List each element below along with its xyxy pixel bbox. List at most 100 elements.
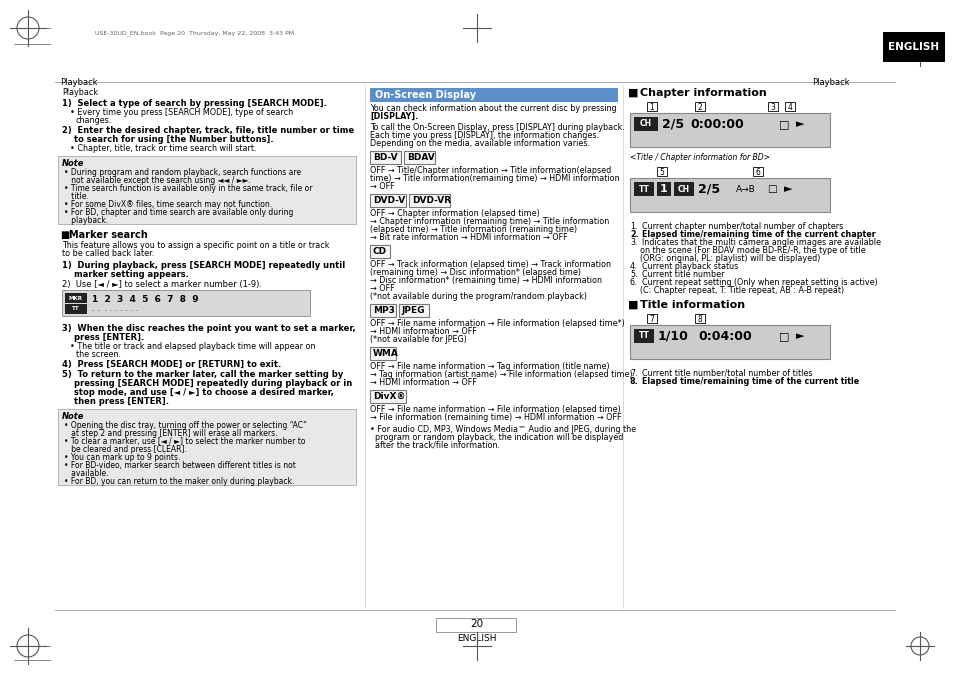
Bar <box>657 182 670 196</box>
Text: CH: CH <box>639 119 652 129</box>
Text: 3)  When the disc reaches the point you want to set a marker,: 3) When the disc reaches the point you w… <box>62 324 355 333</box>
Text: → OFF: → OFF <box>370 182 395 191</box>
Text: (C: Chapter repeat, T: Title repeat, AB : A-B repeat): (C: Chapter repeat, T: Title repeat, AB … <box>629 286 843 295</box>
Text: OFF → Track information (elapsed time) → Track information: OFF → Track information (elapsed time) →… <box>370 260 610 269</box>
Text: ■: ■ <box>627 88 638 98</box>
Text: DVD-V: DVD-V <box>373 196 405 205</box>
Text: 2)  Enter the desired chapter, track, file, title number or time: 2) Enter the desired chapter, track, fil… <box>62 126 354 135</box>
Text: 1  2  3  4  5  6  7  8  9: 1 2 3 4 5 6 7 8 9 <box>91 295 198 304</box>
Text: 5.: 5. <box>629 270 637 279</box>
Text: This feature allows you to assign a specific point on a title or track: This feature allows you to assign a spec… <box>62 241 329 250</box>
Text: playback.: playback. <box>64 216 108 225</box>
Text: ►: ► <box>783 184 791 194</box>
Text: 0:04:00: 0:04:00 <box>698 330 751 342</box>
Text: 8.: 8. <box>629 377 639 386</box>
Text: • Time search function is available only in the same track, file or: • Time search function is available only… <box>64 184 313 193</box>
Text: Playback: Playback <box>811 78 849 87</box>
Text: Current title number: Current title number <box>641 270 723 279</box>
Text: • For BD, you can return to the maker only during playback.: • For BD, you can return to the maker on… <box>64 477 294 486</box>
Text: 6.: 6. <box>629 278 637 287</box>
Bar <box>695 102 704 111</box>
Text: 4.: 4. <box>629 262 637 271</box>
Bar <box>634 182 654 196</box>
Text: (*not available for JPEG): (*not available for JPEG) <box>370 335 466 344</box>
Bar <box>370 88 618 102</box>
Text: 1: 1 <box>659 184 667 194</box>
Bar <box>65 293 87 303</box>
Text: BD-V: BD-V <box>373 153 397 162</box>
Bar <box>695 314 704 323</box>
Text: • For BD-video, marker search between different titles is not: • For BD-video, marker search between di… <box>64 461 295 470</box>
Text: ENGLISH: ENGLISH <box>887 42 939 52</box>
Text: MP3: MP3 <box>373 306 395 315</box>
Text: You can check information about the current disc by pressing: You can check information about the curr… <box>370 104 616 113</box>
Bar <box>752 167 762 176</box>
Text: OFF → File name information → File information (elapsed time*): OFF → File name information → File infor… <box>370 319 624 328</box>
Text: • Every time you press [SEARCH MODE], type of search: • Every time you press [SEARCH MODE], ty… <box>70 108 293 117</box>
Bar <box>370 347 395 360</box>
Text: marker setting appears.: marker setting appears. <box>74 270 189 279</box>
Text: press [ENTER].: press [ENTER]. <box>74 333 144 342</box>
Text: • To clear a marker, use [◄ / ►] to select the marker number to: • To clear a marker, use [◄ / ►] to sele… <box>64 437 305 446</box>
Bar <box>629 113 829 147</box>
Text: changes.: changes. <box>76 116 112 125</box>
Text: On-Screen Display: On-Screen Display <box>375 90 476 100</box>
Text: MKR: MKR <box>69 295 83 301</box>
Text: 6: 6 <box>755 168 760 177</box>
Text: □: □ <box>766 184 776 194</box>
Text: OFF → Chapter information (elapsed time): OFF → Chapter information (elapsed time) <box>370 209 539 218</box>
Text: • For some DivX® files, time search may not function.: • For some DivX® files, time search may … <box>64 200 272 209</box>
Text: 0:00:00: 0:00:00 <box>689 117 743 131</box>
Text: OFF → Title/Chapter information → Title information(elapsed: OFF → Title/Chapter information → Title … <box>370 166 611 175</box>
Text: 20: 20 <box>470 619 483 629</box>
Text: • You can mark up to 9 points.: • You can mark up to 9 points. <box>64 453 180 462</box>
Text: CD: CD <box>373 247 387 256</box>
Text: title.: title. <box>64 192 89 201</box>
Text: ■: ■ <box>627 300 638 310</box>
Text: Current title number/total number of titles: Current title number/total number of tit… <box>641 369 812 378</box>
Text: (remaining time) → Disc information* (elapsed time): (remaining time) → Disc information* (el… <box>370 268 580 277</box>
Text: Each time you press [DISPLAY], the information changes.: Each time you press [DISPLAY], the infor… <box>370 131 598 140</box>
Text: → Chapter information (remaining time) → Title information: → Chapter information (remaining time) →… <box>370 217 609 226</box>
Bar <box>370 245 390 258</box>
Text: • For audio CD, MP3, Windows Media™ Audio and JPEG, during the: • For audio CD, MP3, Windows Media™ Audi… <box>370 425 636 434</box>
Text: Note: Note <box>62 159 84 168</box>
Text: [DISPLAY].: [DISPLAY]. <box>370 112 417 121</box>
Text: ■: ■ <box>60 230 70 240</box>
Text: - -  - - - - - - -: - - - - - - - - - <box>91 306 138 315</box>
Text: CH: CH <box>678 185 689 193</box>
Bar <box>767 102 778 111</box>
Text: 2/5: 2/5 <box>661 117 683 131</box>
Text: 8: 8 <box>697 315 701 324</box>
Text: To call the On-Screen Display, press [DISPLAY] during playback.: To call the On-Screen Display, press [DI… <box>370 123 624 132</box>
Text: • Opening the disc tray, turning off the power or selecting “AC”: • Opening the disc tray, turning off the… <box>64 421 307 430</box>
Text: Current repeat setting (Only when repeat setting is active): Current repeat setting (Only when repeat… <box>641 278 877 287</box>
Text: 3: 3 <box>770 103 775 112</box>
Text: OFF → File name information → Tag information (title name): OFF → File name information → Tag inform… <box>370 362 609 371</box>
Text: → Bit rate information → HDMI information → OFF: → Bit rate information → HDMI informatio… <box>370 233 567 242</box>
Text: the screen.: the screen. <box>76 350 121 359</box>
Text: Elapsed time/remaining time of the current title: Elapsed time/remaining time of the curre… <box>641 377 859 386</box>
Text: Elapsed time/remaining time of the current chapter: Elapsed time/remaining time of the curre… <box>641 230 875 239</box>
Bar <box>882 32 944 62</box>
Bar <box>436 618 516 632</box>
Bar <box>58 156 355 224</box>
Text: time) → Title information(remaining time) → HDMI information: time) → Title information(remaining time… <box>370 174 619 183</box>
Text: JPEG: JPEG <box>401 306 425 315</box>
Bar <box>629 325 829 359</box>
Text: Current playback status: Current playback status <box>641 262 738 271</box>
Text: → Disc information* (remaining time) → HDMI information: → Disc information* (remaining time) → H… <box>370 276 601 285</box>
Text: at step 2 and pressing [ENTER] will erase all markers.: at step 2 and pressing [ENTER] will eras… <box>64 429 277 438</box>
Text: DVD-VR: DVD-VR <box>412 196 451 205</box>
Text: Indicates that the multi camera angle images are available: Indicates that the multi camera angle im… <box>641 238 880 247</box>
Text: BDAV: BDAV <box>406 153 435 162</box>
Text: • During program and random playback, search functions are: • During program and random playback, se… <box>64 168 301 177</box>
Text: be cleared and press [CLEAR].: be cleared and press [CLEAR]. <box>64 445 187 454</box>
Text: Playback: Playback <box>60 78 97 87</box>
Bar <box>646 314 657 323</box>
Text: then press [ENTER].: then press [ENTER]. <box>74 397 169 406</box>
Bar <box>657 167 666 176</box>
Text: 2: 2 <box>697 103 701 112</box>
Text: 5)  To return to the marker later, call the marker setting by: 5) To return to the marker later, call t… <box>62 370 343 379</box>
Bar <box>370 194 406 207</box>
